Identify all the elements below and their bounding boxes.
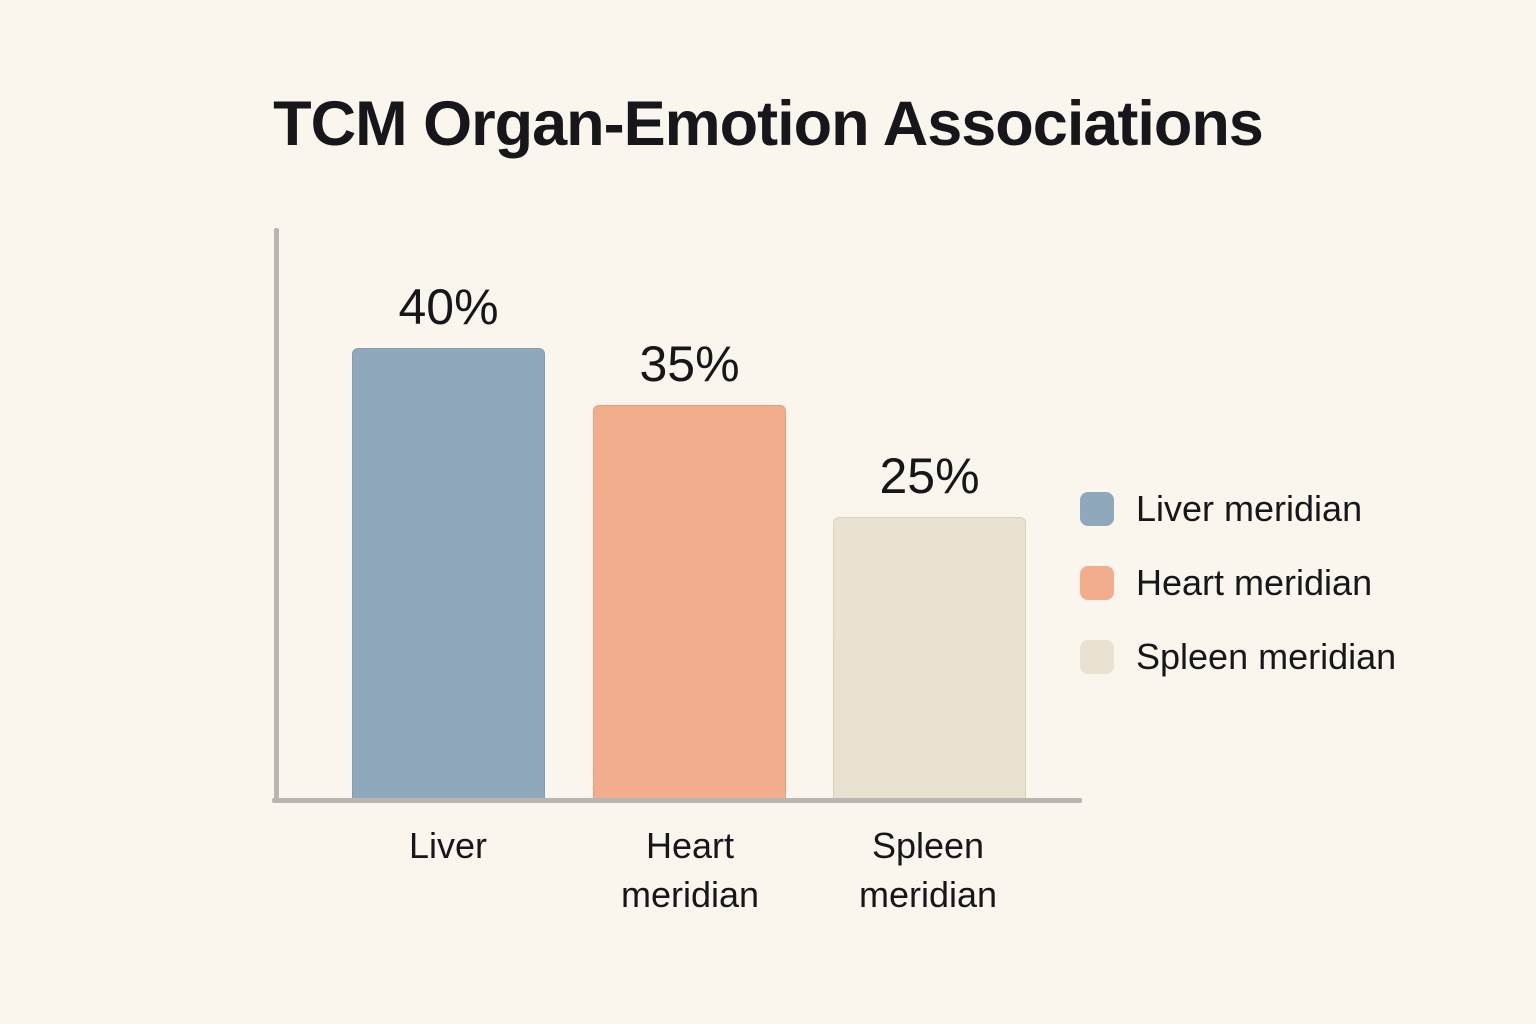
- x-tick-label-spleen: Spleen meridian: [858, 825, 998, 915]
- x-axis-line: [272, 798, 1082, 803]
- bar-group-spleen: 25%: [833, 447, 1026, 798]
- bar-value-label-spleen: 25%: [879, 448, 980, 504]
- legend-item-liver: Liver meridian: [1080, 488, 1396, 530]
- bar-value-label-heart: 35%: [639, 336, 740, 392]
- x-tick-label-liver: Liver: [408, 825, 488, 866]
- legend-label-spleen: Spleen meridian: [1136, 636, 1397, 677]
- legend-item-heart: Heart meridian: [1080, 562, 1396, 604]
- x-tick-label-heart: Heart meridian: [620, 825, 760, 915]
- bar-heart-meridian: [593, 405, 786, 798]
- bar-group-liver: 40%: [352, 278, 545, 798]
- legend-swatch-spleen: [1080, 640, 1114, 674]
- legend-label-liver: Liver meridian: [1136, 488, 1363, 529]
- bar-group-heart: 35%: [593, 335, 786, 798]
- bar-value-label-liver: 40%: [398, 279, 499, 335]
- legend: Liver meridian Heart meridian Spleen mer…: [1080, 488, 1396, 678]
- bar-liver-meridian: [352, 348, 545, 798]
- legend-label-heart: Heart meridian: [1136, 562, 1373, 603]
- y-axis-line: [274, 228, 279, 803]
- bar-spleen-meridian: [833, 517, 1026, 798]
- legend-item-spleen: Spleen meridian: [1080, 636, 1396, 678]
- legend-swatch-heart: [1080, 566, 1114, 600]
- legend-swatch-liver: [1080, 492, 1114, 526]
- chart-title: TCM Organ-Emotion Associations: [273, 89, 1264, 159]
